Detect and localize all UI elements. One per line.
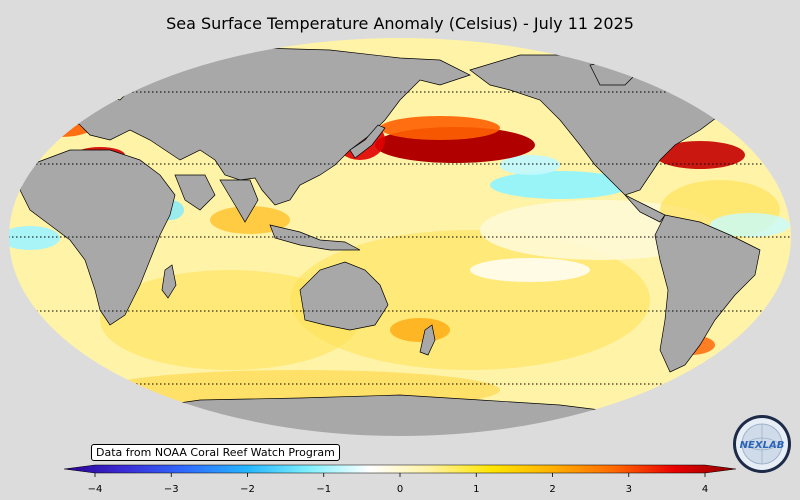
south-america-landmass — [654, 214, 761, 373]
data-credit-label: Data from NOAA Coral Reef Watch Program — [91, 444, 340, 461]
australia-landmass — [299, 261, 389, 331]
colorbar-tick-label: 0 — [396, 484, 404, 495]
colorbar-tick-label: 1 — [473, 484, 480, 495]
page-title: Sea Surface Temperature Anomaly (Celsius… — [166, 14, 634, 33]
madagascar-landmass — [161, 264, 177, 299]
central-america-landmass — [624, 194, 666, 223]
indonesia-landmass — [269, 224, 361, 251]
colorbar-gradient — [63, 464, 737, 474]
logo-text: NEXLAB — [740, 440, 785, 451]
colorbar-tick-label: −2 — [240, 484, 255, 495]
eurasia-landmass — [59, 47, 471, 206]
colorbar-tick-label: −4 — [87, 484, 103, 495]
globe-outline — [7, 36, 793, 438]
arabia-india-landmass — [174, 174, 259, 223]
new-zealand-landmass — [419, 324, 436, 356]
colorbar-tick-label: 3 — [625, 484, 632, 495]
colorbar-tick-label: −3 — [163, 484, 179, 495]
colorbar-tick-label: 2 — [549, 484, 556, 495]
colorbar-ticks — [94, 473, 706, 477]
colorbar-tick-label: 4 — [701, 484, 709, 495]
colorbar-tick-label: −1 — [316, 484, 332, 495]
colorbar — [63, 464, 737, 477]
japan-landmass — [349, 124, 386, 159]
nexlab-globe-logo[interactable]: NEXLAB — [732, 414, 792, 474]
